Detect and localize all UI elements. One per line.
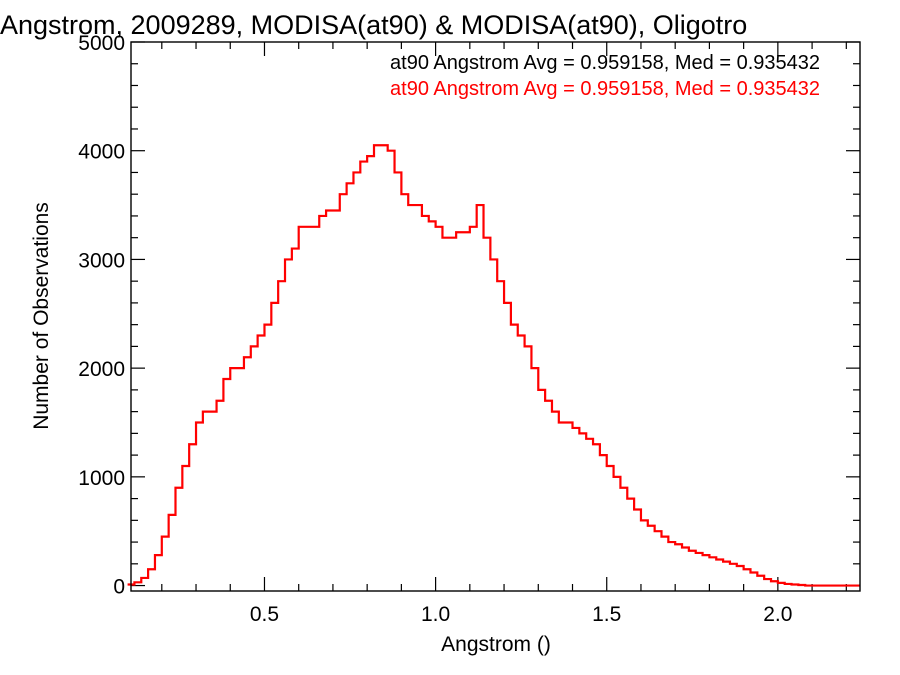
x-tick-label: 0.5 <box>250 603 279 626</box>
axis-tick-labels: 0 1000 2000 3000 4000 5000 0.5 1.0 1.5 2.0 <box>78 32 792 626</box>
y-tick-label: 3000 <box>78 249 125 272</box>
chart-title: Angstrom, 2009289, MODISA(at90) & MODISA… <box>0 10 747 40</box>
x-tick-label: 1.0 <box>421 603 450 626</box>
legend-entry-red: at90 Angstrom Avg = 0.959158, Med = 0.93… <box>390 78 820 100</box>
y-tick-label: 0 <box>113 576 125 599</box>
plot-frame <box>130 41 861 592</box>
series-layer <box>127 144 860 587</box>
y-tick-label: 1000 <box>78 467 125 490</box>
y-tick-label: 2000 <box>78 358 125 381</box>
x-tick-label: 2.0 <box>763 603 792 626</box>
legend-entry-black: at90 Angstrom Avg = 0.959158, Med = 0.93… <box>390 52 820 74</box>
legend: at90 Angstrom Avg = 0.959158, Med = 0.93… <box>390 52 820 100</box>
y-tick-label: 5000 <box>78 32 125 55</box>
x-tick-label: 1.5 <box>592 603 621 626</box>
axis-ticks <box>131 41 860 591</box>
histogram-series-line <box>127 144 860 587</box>
y-tick-label: 4000 <box>78 141 125 164</box>
y-axis-label: Number of Observations <box>30 202 53 430</box>
x-axis-label: Angstrom () <box>441 633 551 656</box>
